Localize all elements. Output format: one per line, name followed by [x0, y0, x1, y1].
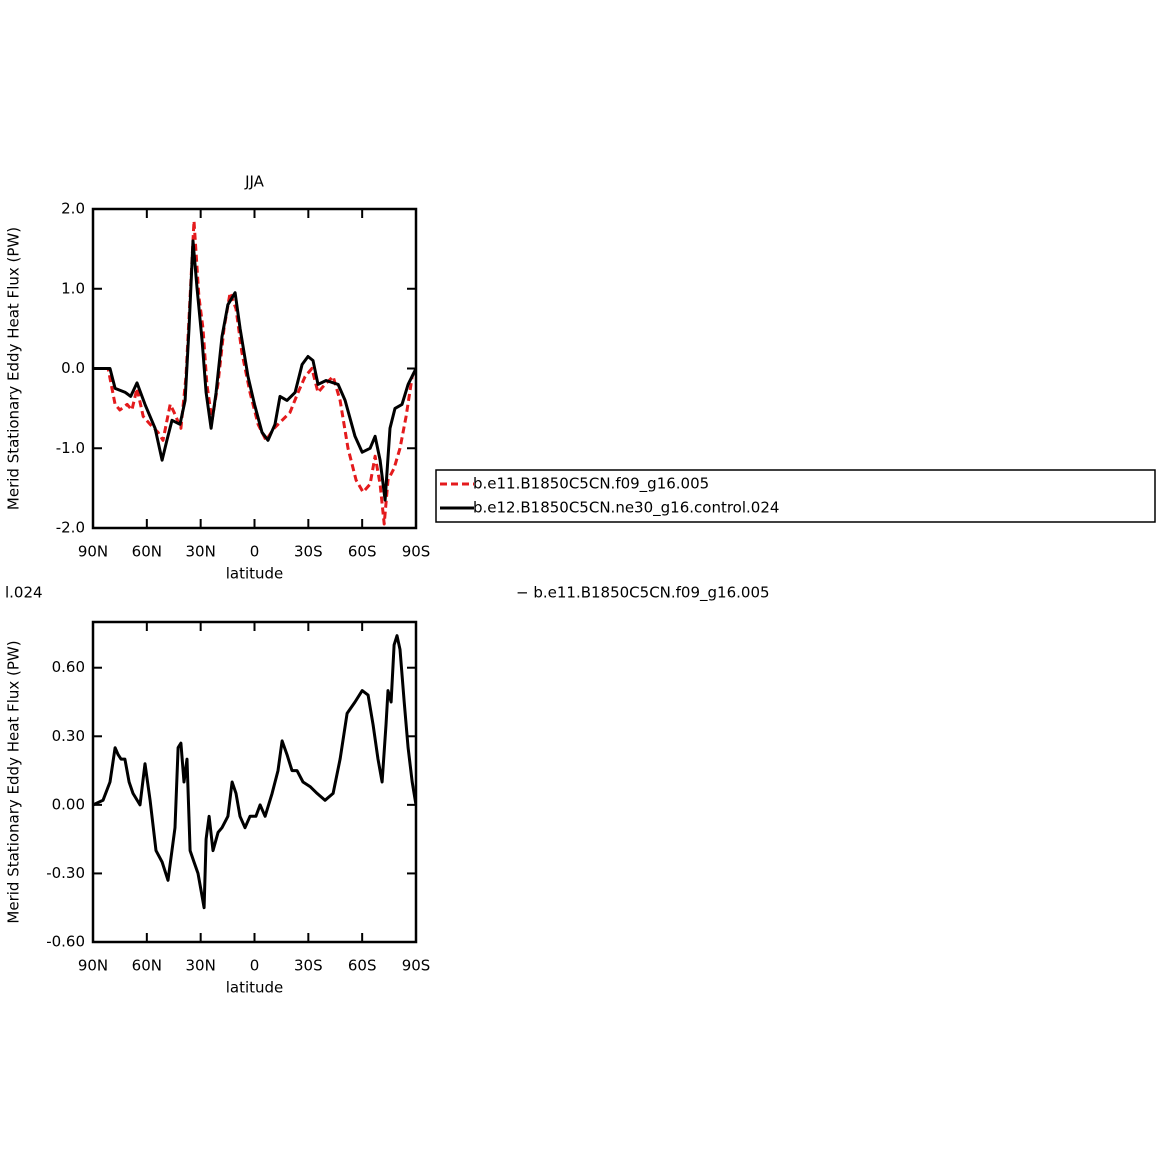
chart-title: JJA [244, 173, 265, 191]
y-tick-label: 0.0 [61, 359, 85, 377]
x-tick-label: 60S [348, 957, 377, 975]
x-tick-label: 30N [186, 957, 216, 975]
y-axis-label: Merid Stationary Eddy Heat Flux (PW) [5, 227, 23, 510]
y-tick-label: -0.60 [46, 933, 85, 951]
data-line [93, 239, 416, 502]
legend-box [435, 469, 1156, 523]
data-line [93, 219, 416, 526]
x-tick-label: 0 [250, 957, 260, 975]
y-tick-label: 0.60 [52, 658, 85, 676]
chart-title: − b.e11.B1850C5CN.f09_g16.005 [516, 584, 770, 603]
y-tick-label: 0.00 [52, 795, 85, 813]
y-tick-label: -0.30 [46, 864, 85, 882]
plot-frame [91, 207, 418, 530]
x-tick-label: 30N [186, 543, 216, 561]
x-tick-label: 0 [250, 543, 260, 561]
x-axis-label: latitude [226, 565, 284, 583]
x-tick-label: 90N [78, 543, 108, 561]
y-tick-label: -1.0 [56, 439, 85, 457]
y-tick-label: -2.0 [56, 519, 85, 537]
x-axis-label: latitude [226, 979, 284, 997]
x-tick-label: 60N [132, 543, 162, 561]
plot-frame [91, 620, 418, 944]
x-tick-label: 30S [294, 543, 323, 561]
y-tick-label: 1.0 [61, 279, 85, 297]
data-line [93, 634, 416, 910]
chart-title: l.024 [5, 584, 43, 602]
x-tick-label: 90N [78, 957, 108, 975]
y-axis-label: Merid Stationary Eddy Heat Flux (PW) [5, 640, 23, 923]
legend-label: b.e12.B1850C5CN.ne30_g16.control.024 [473, 499, 779, 518]
x-tick-label: 30S [294, 957, 323, 975]
x-tick-label: 60S [348, 543, 377, 561]
x-tick-label: 90S [402, 543, 431, 561]
y-tick-label: 0.30 [52, 727, 85, 745]
y-tick-label: 2.0 [61, 200, 85, 218]
x-tick-label: 60N [132, 957, 162, 975]
legend-label: b.e11.B1850C5CN.f09_g16.005 [473, 475, 709, 494]
x-tick-label: 90S [402, 957, 431, 975]
